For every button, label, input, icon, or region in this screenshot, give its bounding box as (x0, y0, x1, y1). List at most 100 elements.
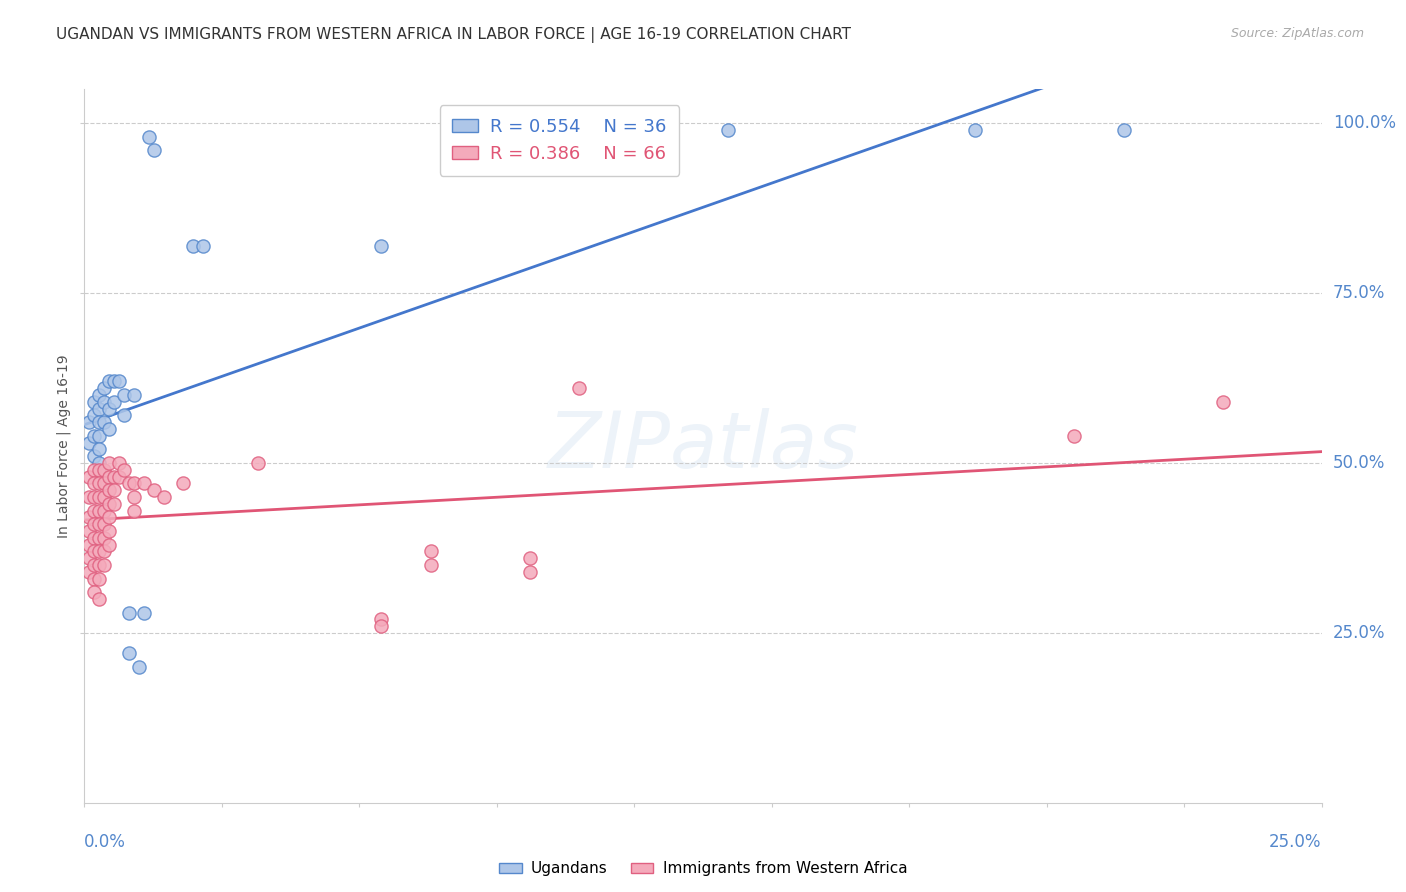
Point (89, 503, 111, 517)
Text: 75.0%: 75.0% (1333, 284, 1385, 302)
Point (93, 558, 115, 572)
Point (138, 129, 160, 144)
Point (103, 375, 125, 389)
Point (112, 409, 135, 423)
Point (717, 123, 740, 137)
Point (93, 463, 115, 477)
Point (191, 238, 214, 252)
Point (89, 544, 111, 558)
Point (79, 415, 101, 429)
Point (118, 606, 141, 620)
Point (98, 456, 121, 470)
Point (108, 375, 131, 389)
Point (83, 531, 105, 545)
Y-axis label: In Labor Force | Age 16-19: In Labor Force | Age 16-19 (58, 354, 72, 538)
Point (89, 415, 111, 429)
Point (89, 401, 111, 416)
Point (108, 469, 131, 483)
Point (419, 558, 441, 572)
Point (965, 123, 987, 137)
Text: 25.0%: 25.0% (1270, 833, 1322, 851)
Point (98, 497, 121, 511)
Point (83, 585, 105, 599)
Point (89, 456, 111, 470)
Text: 50.0%: 50.0% (1333, 454, 1385, 472)
Point (89, 490, 111, 504)
Point (246, 456, 269, 470)
Point (122, 388, 145, 402)
Point (519, 551, 541, 566)
Point (1212, 394, 1234, 409)
Point (89, 572, 111, 586)
Point (89, 463, 111, 477)
Point (103, 469, 125, 483)
Point (122, 503, 145, 517)
Point (98, 510, 121, 524)
Point (93, 544, 115, 558)
Point (79, 490, 101, 504)
Point (89, 442, 111, 457)
Point (1063, 429, 1085, 443)
Point (83, 503, 105, 517)
Point (132, 476, 155, 491)
Point (103, 497, 125, 511)
Point (419, 544, 441, 558)
Point (118, 646, 141, 660)
Point (79, 551, 101, 566)
Point (93, 476, 115, 491)
Point (83, 476, 105, 491)
Point (83, 394, 105, 409)
Point (89, 531, 111, 545)
Point (83, 463, 105, 477)
Point (142, 144, 165, 158)
Point (93, 394, 115, 409)
Point (79, 435, 101, 450)
Point (93, 531, 115, 545)
Text: 25.0%: 25.0% (1333, 624, 1385, 642)
Point (122, 490, 145, 504)
Point (79, 510, 101, 524)
Text: UGANDAN VS IMMIGRANTS FROM WESTERN AFRICA IN LABOR FORCE | AGE 16-19 CORRELATION: UGANDAN VS IMMIGRANTS FROM WESTERN AFRIC… (56, 27, 851, 43)
Point (93, 503, 115, 517)
Point (98, 537, 121, 551)
Point (89, 388, 111, 402)
Point (103, 394, 125, 409)
Legend: Ugandans, Immigrants from Western Africa: Ugandans, Immigrants from Western Africa (492, 855, 914, 882)
Point (83, 409, 105, 423)
Point (519, 565, 541, 579)
Point (152, 490, 174, 504)
Point (79, 565, 101, 579)
Point (83, 558, 105, 572)
Point (83, 572, 105, 586)
Point (122, 476, 145, 491)
Text: ZIPatlas: ZIPatlas (547, 408, 859, 484)
Point (89, 591, 111, 606)
Point (103, 483, 125, 498)
Point (79, 469, 101, 483)
Point (93, 415, 115, 429)
Point (83, 490, 105, 504)
Text: Source: ZipAtlas.com: Source: ZipAtlas.com (1230, 27, 1364, 40)
Point (370, 612, 392, 626)
Point (370, 619, 392, 633)
Text: 0.0%: 0.0% (84, 833, 127, 851)
Point (83, 429, 105, 443)
Point (370, 238, 392, 252)
Point (79, 524, 101, 538)
Point (89, 476, 111, 491)
Point (568, 381, 591, 395)
Point (98, 422, 121, 436)
Point (83, 544, 105, 558)
Point (98, 401, 121, 416)
Point (89, 558, 111, 572)
Point (79, 537, 101, 551)
Point (98, 469, 121, 483)
Point (89, 517, 111, 532)
Point (83, 449, 105, 463)
Point (112, 388, 135, 402)
Point (181, 238, 204, 252)
Point (98, 483, 121, 498)
Point (93, 490, 115, 504)
Point (132, 606, 155, 620)
Point (98, 375, 121, 389)
